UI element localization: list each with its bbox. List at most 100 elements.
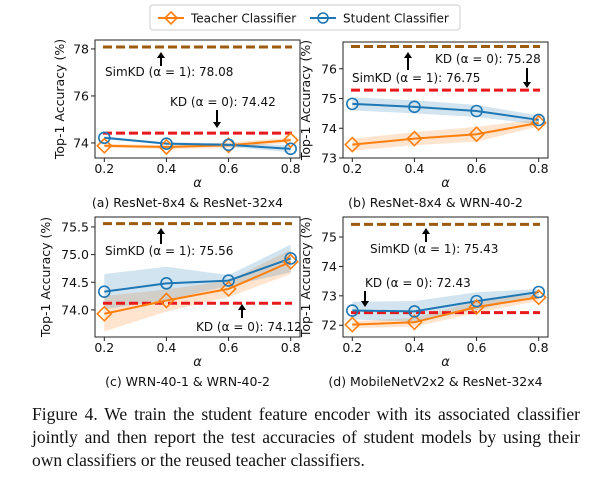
y-tick-label: 73 (321, 151, 337, 166)
simkd-arrow-icon (404, 52, 412, 58)
x-axis-label: α (193, 355, 202, 370)
axes-frame (94, 216, 301, 338)
x-axis-label: α (441, 355, 450, 370)
student-data-point (98, 131, 111, 145)
kd-arrow-icon (213, 122, 221, 128)
student-data-point (222, 274, 235, 287)
y-tick-label: 74.5 (61, 275, 89, 290)
kd-arrow-icon (238, 304, 246, 310)
x-tick-label: 0.6 (219, 161, 239, 176)
y-axis-label: Top-1 Accuracy (%) (298, 40, 313, 161)
confidence-band (352, 97, 539, 125)
x-tick-label: 0.4 (156, 340, 176, 355)
simkd-arrow-icon (157, 228, 165, 234)
student-data-point (284, 252, 297, 265)
subplot-a: 0.2 0.4 0.6 0.8 74 76 78 α Top-1 Accuracy (%) (a)… (52, 39, 301, 210)
kd-annotation: KD (α = 0): 75.28 (435, 52, 541, 66)
legend-label: Teacher Classifier (190, 12, 296, 26)
simkd-arrow-icon (157, 52, 165, 58)
x-tick-label: 0.8 (281, 161, 301, 176)
confidence-band (104, 249, 291, 332)
x-tick-label: 0.2 (94, 161, 114, 176)
teacher-series-line (352, 296, 539, 326)
x-tick-label: 0.6 (219, 340, 239, 355)
student-data-point (408, 305, 421, 318)
teacher-data-point (220, 280, 237, 298)
student-data-point (98, 285, 111, 298)
student-series-line (104, 257, 292, 293)
x-tick-label: 0.2 (342, 161, 362, 176)
x-tick-label: 0.4 (404, 340, 424, 355)
legend-label: Student Classifier (343, 12, 449, 26)
subplot-caption: (d) MobileNetV2x2 & ResNet-32x4 (328, 374, 542, 389)
student-data-point (284, 142, 297, 156)
student-series-line (104, 136, 291, 150)
x-tick-label: 0.6 (467, 161, 487, 176)
teacher-data-point (344, 136, 361, 153)
confidence-band (352, 293, 539, 329)
teacher-data-point (96, 137, 113, 154)
simkd-annotation: SimKD (α = 1): 75.43 (370, 242, 498, 256)
subplot-caption: (b) ResNet-8x4 & WRN-40-2 (348, 195, 523, 210)
student-data-point (470, 294, 483, 308)
axes-frame (342, 41, 549, 159)
legend: Teacher Classifier Student Classifier (149, 4, 461, 31)
simkd-annotation: SimKD (α = 1): 75.56 (105, 244, 233, 258)
x-tick-label: 0.2 (342, 340, 362, 355)
simkd-annotation: SimKD (α = 1): 76.75 (352, 71, 480, 85)
axes-frame (94, 39, 301, 159)
kd-annotation: KD (α = 0): 74.12 (196, 320, 302, 334)
x-tick-label: 0.2 (94, 340, 114, 355)
subplot-caption: (c) WRN-40-1 & WRN-40-2 (105, 374, 270, 389)
teacher-data-point (468, 126, 485, 143)
y-tick-label: 76 (321, 61, 337, 76)
plot-area (351, 44, 540, 151)
x-tick-label: 0.4 (404, 161, 424, 176)
y-tick-label: 78 (73, 41, 89, 56)
teacher-series-line (352, 121, 539, 146)
x-tick-label: 0.8 (281, 340, 301, 355)
student-data-point (346, 97, 359, 111)
x-axis-label: α (441, 176, 450, 191)
y-tick-label: 75 (321, 91, 337, 106)
x-axis-label: α (193, 176, 202, 191)
x-tick-label: 0.8 (529, 161, 549, 176)
y-tick-label: 74 (321, 121, 337, 136)
axes-frame (342, 216, 549, 338)
student-data-point (532, 285, 545, 299)
y-axis-label: Top-1 Accuracy (%) (52, 39, 67, 160)
simkd-arrow-icon (422, 228, 430, 234)
simkd-annotation: SimKD (α = 1): 78.08 (105, 65, 233, 79)
y-axis-label: Top-1 Accuracy (%) (38, 217, 53, 338)
student-series-line (352, 102, 539, 121)
y-tick-label: 72 (321, 318, 337, 333)
y-tick-label: 73 (321, 288, 337, 303)
confidence-band (352, 119, 539, 151)
y-tick-label: 74 (73, 135, 89, 150)
confidence-band (104, 244, 291, 310)
subplot-d: 0.2 0.4 0.6 0.8 72 73 74 75 α Top-1 Accuracy (%) (… (298, 216, 549, 389)
figure-caption: Figure 4. We train the student feature e… (32, 404, 580, 470)
legend-box (149, 4, 461, 31)
y-tick-label: 75 (321, 230, 337, 245)
student-data-point (346, 304, 359, 317)
legend-diamond-marker (163, 10, 179, 26)
teacher-series-line (104, 139, 291, 148)
teacher-data-point (406, 314, 423, 331)
student-series-line (352, 291, 539, 313)
plot-area (103, 222, 292, 332)
plot-area (103, 45, 292, 153)
student-data-point (160, 137, 173, 150)
x-tick-label: 0.4 (156, 161, 176, 176)
subplot-b: 0.2 0.4 0.6 0.8 73 74 75 76 α Top-1 Accuracy (%) (… (298, 40, 549, 210)
student-data-point (408, 100, 421, 114)
teacher-data-point (96, 305, 113, 322)
teacher-data-point (406, 130, 423, 147)
legend-circle-marker (317, 12, 329, 24)
student-data-point (222, 138, 235, 152)
student-data-point (470, 104, 483, 118)
teacher-data-point (282, 132, 299, 149)
kd-arrow-icon (523, 82, 531, 88)
plot-area (351, 222, 540, 329)
y-tick-label: 74.0 (61, 302, 89, 317)
